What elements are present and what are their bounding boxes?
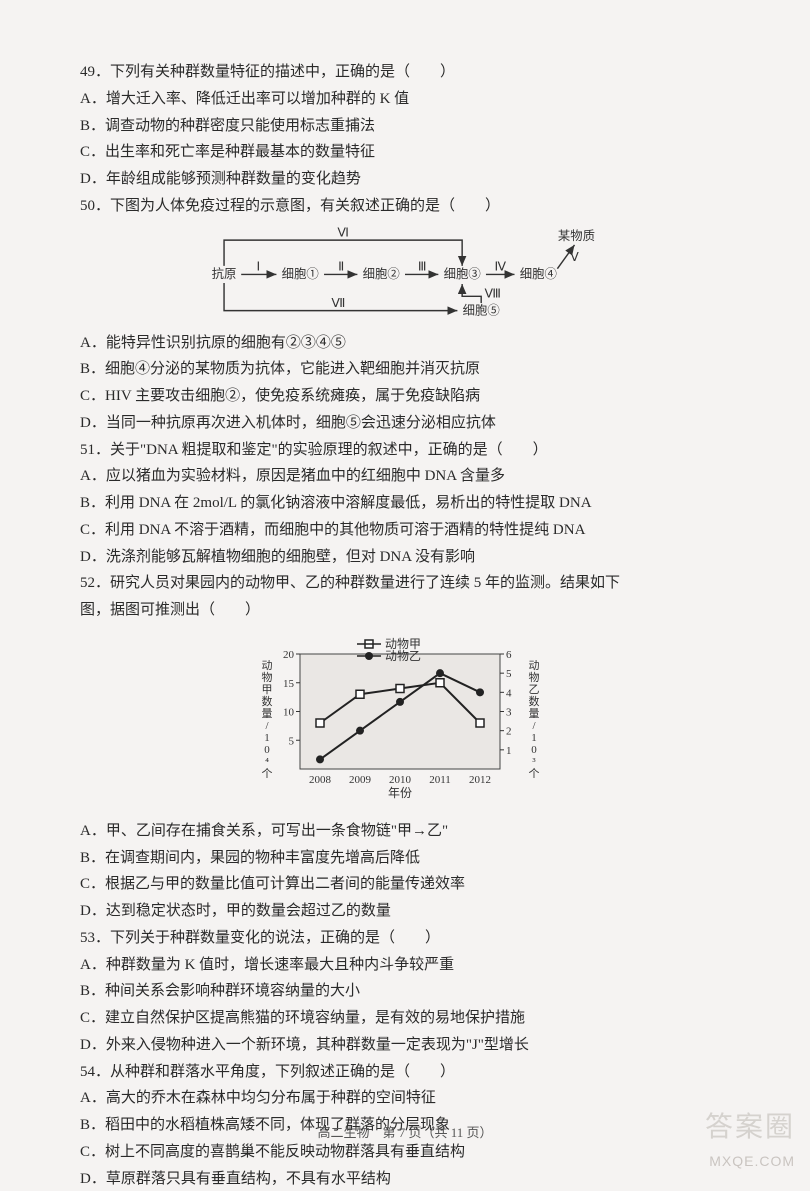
svg-text:物: 物	[262, 670, 273, 684]
q52-stem1: 52．研究人员对果园内的动物甲、乙的种群数量进行了连续 5 年的监测。结果如下	[80, 571, 730, 596]
q52-opt-b: B．在调查期间内，果园的物种丰富度先增高后降低	[80, 846, 730, 871]
q50-opt-d: D．当同一种抗原再次进入机体时，细胞⑤会迅速分泌相应抗体	[80, 411, 730, 436]
svg-text:2012: 2012	[469, 774, 491, 786]
svg-text:2011: 2011	[429, 774, 451, 786]
svg-text:动: 动	[262, 659, 273, 672]
q49-stem: 49．下列有关种群数量特征的描述中，正确的是（ ）	[80, 60, 730, 85]
page-footer: 高二生物 第 7 页（共 11 页）	[0, 1122, 810, 1143]
watermark-url: MXQE.COM	[709, 1150, 795, 1173]
svg-text:3: 3	[506, 706, 512, 718]
svg-text:乙: 乙	[529, 683, 540, 696]
q52-chart: 510152012345620082009201020112012年份动物甲数量…	[80, 629, 730, 809]
q52-opt-a: A．甲、乙间存在捕食关系，可写出一条食物链"甲→乙"	[80, 819, 730, 844]
q50-opt-c: C．HIV 主要攻击细胞②，使免疫系统瘫痪，属于免疫缺陷病	[80, 384, 730, 409]
q50-stem: 50．下图为人体免疫过程的示意图，有关叙述正确的是（ ）	[80, 194, 730, 219]
svg-text:量: 量	[262, 707, 273, 720]
svg-text:细胞①: 细胞①	[282, 267, 319, 281]
svg-text:5: 5	[289, 735, 295, 747]
svg-text:Ⅶ: Ⅶ	[331, 295, 345, 309]
q51-opt-d: D．洗涤剂能够瓦解植物细胞的细胞壁，但对 DNA 没有影响	[80, 545, 730, 570]
svg-text:³: ³	[532, 756, 536, 768]
svg-text:0: 0	[531, 744, 537, 756]
svg-text:Ⅱ: Ⅱ	[338, 259, 344, 273]
svg-text:0: 0	[264, 744, 270, 756]
svg-text:数: 数	[262, 695, 273, 708]
svg-text:动物乙: 动物乙	[385, 649, 421, 663]
svg-text:Ⅳ: Ⅳ	[495, 259, 506, 273]
svg-text:10: 10	[283, 706, 295, 718]
svg-text:数: 数	[529, 695, 540, 708]
q53-opt-a: A．种群数量为 K 值时，增长速率最大且种内斗争较严重	[80, 953, 730, 978]
svg-text:量: 量	[529, 707, 540, 720]
q49-opt-c: C．出生率和死亡率是种群最基本的数量特征	[80, 140, 730, 165]
svg-text:细胞④: 细胞④	[520, 267, 557, 281]
q53-opt-c: C．建立自然保护区提高熊猫的环境容纳量，是有效的易地保护措施	[80, 1006, 730, 1031]
q54-opt-c: C．树上不同高度的喜鹊巢不能反映动物群落具有垂直结构	[80, 1140, 730, 1165]
q51-opt-a: A．应以猪血为实验材料，原因是猪血中的红细胞中 DNA 含量多	[80, 464, 730, 489]
q52-opt-d: D．达到稳定状态时，甲的数量会超过乙的数量	[80, 899, 730, 924]
svg-text:Ⅵ: Ⅵ	[337, 225, 348, 239]
svg-text:Ⅴ: Ⅴ	[570, 250, 579, 264]
svg-text:2: 2	[506, 725, 512, 737]
svg-text:1: 1	[264, 732, 270, 744]
q53-opt-b: B．种间关系会影响种群环境容纳量的大小	[80, 979, 730, 1004]
svg-text:动: 动	[529, 659, 540, 672]
svg-text:/: /	[265, 720, 269, 732]
q54-opt-a: A．高大的乔木在森林中均匀分布属于种群的空间特征	[80, 1086, 730, 1111]
q51-opt-b: B．利用 DNA 在 2mol/L 的氯化钠溶液中溶解度最低，易析出的特性提取 …	[80, 491, 730, 516]
q52-opt-c: C．根据乙与甲的数量比值可计算出二者间的能量传递效率	[80, 872, 730, 897]
q54-stem: 54．从种群和群落水平角度，下列叙述正确的是（ ）	[80, 1060, 730, 1085]
q53-opt-d: D．外来入侵物种进入一个新环境，其种群数量一定表现为"J"型增长	[80, 1033, 730, 1058]
q49-opt-b: B．调查动物的种群密度只能使用标志重捕法	[80, 114, 730, 139]
svg-text:物: 物	[529, 670, 540, 684]
q54-opt-d: D．草原群落只具有垂直结构，不具有水平结构	[80, 1167, 730, 1191]
svg-text:个: 个	[262, 767, 273, 780]
q51-opt-c: C．利用 DNA 不溶于酒精，而细胞中的其他物质可溶于酒精的特性提纯 DNA	[80, 518, 730, 543]
svg-text:年份: 年份	[388, 786, 412, 800]
q49-opt-d: D．年龄组成能够预测种群数量的变化趋势	[80, 167, 730, 192]
svg-text:细胞②: 细胞②	[363, 267, 400, 281]
q50-diagram: 抗原 细胞① 细胞② 细胞③ 细胞④ 某物质 细胞⑤ Ⅰ Ⅱ Ⅲ Ⅳ Ⅴ Ⅵ Ⅶ	[80, 223, 730, 323]
svg-text:2010: 2010	[389, 774, 412, 786]
svg-text:5: 5	[506, 668, 512, 680]
svg-text:抗原: 抗原	[212, 266, 237, 281]
q51-stem: 51．关于"DNA 粗提取和鉴定"的实验原理的叙述中，正确的是（ ）	[80, 438, 730, 463]
watermark-logo: 答案圈	[705, 1105, 795, 1151]
q50-opt-a: A．能特异性识别抗原的细胞有②③④⑤	[80, 331, 730, 356]
svg-text:细胞⑤: 细胞⑤	[463, 303, 500, 317]
svg-text:细胞③: 细胞③	[444, 267, 481, 281]
svg-text:Ⅰ: Ⅰ	[257, 259, 261, 273]
svg-text:1: 1	[506, 745, 512, 757]
svg-text:6: 6	[506, 649, 512, 661]
svg-text:20: 20	[283, 649, 295, 661]
svg-text:⁴: ⁴	[265, 756, 269, 768]
svg-text:15: 15	[283, 678, 295, 690]
svg-text:Ⅷ: Ⅷ	[484, 286, 500, 300]
q50-opt-b: B．细胞④分泌的某物质为抗体，它能进入靶细胞并消灭抗原	[80, 357, 730, 382]
svg-text:2008: 2008	[309, 774, 332, 786]
q52-stem2: 图，据图可推测出（ ）	[80, 598, 730, 623]
svg-text:某物质: 某物质	[558, 229, 595, 243]
svg-text:/: /	[532, 720, 536, 732]
svg-text:4: 4	[506, 687, 512, 699]
svg-text:2009: 2009	[349, 774, 372, 786]
svg-text:甲: 甲	[262, 684, 273, 696]
q53-stem: 53．下列关于种群数量变化的说法，正确的是（ ）	[80, 926, 730, 951]
svg-text:个: 个	[529, 767, 540, 780]
svg-text:Ⅲ: Ⅲ	[418, 259, 427, 273]
svg-text:1: 1	[531, 732, 537, 744]
q49-opt-a: A．增大迁入率、降低迁出率可以增加种群的 K 值	[80, 87, 730, 112]
